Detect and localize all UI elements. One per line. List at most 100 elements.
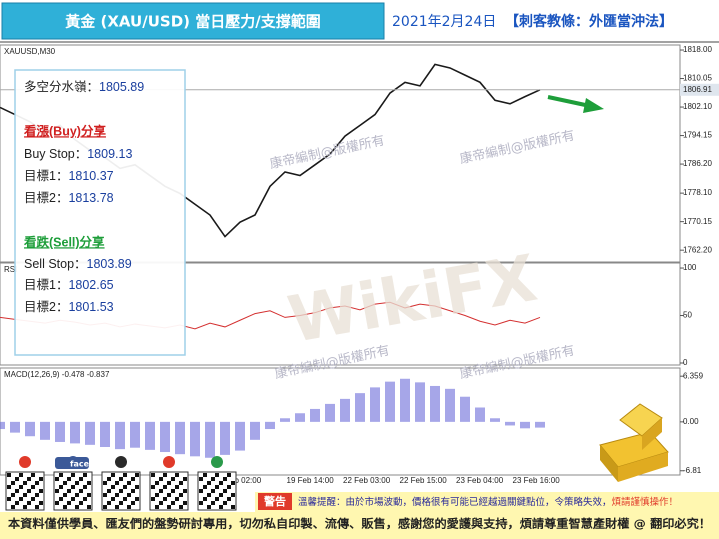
macd-bar: [340, 398, 350, 422]
qr-cell: [75, 505, 79, 509]
qr-cell: [155, 481, 159, 485]
qr-cell: [7, 497, 11, 501]
value: 1805.89: [99, 80, 144, 94]
qr-cell: [211, 489, 215, 493]
macd-bar: [400, 378, 410, 422]
info-panel: [14, 69, 186, 356]
qr-cell: [19, 473, 23, 477]
qr-cell: [119, 489, 123, 493]
label: Buy Stop：: [24, 147, 87, 161]
macd-bar: [190, 421, 200, 457]
qr-cell: [179, 505, 183, 509]
y-tick-label: 1770.15: [683, 217, 712, 226]
macd-bar: [475, 407, 485, 422]
qr-cell: [7, 473, 11, 477]
macd-bar: [385, 381, 395, 422]
macd-bar: [445, 388, 455, 422]
label: 多空分水嶺：: [24, 80, 99, 94]
qr-cell: [67, 477, 71, 481]
qr-cell: [103, 505, 107, 509]
qr-cell: [123, 497, 127, 501]
current-price: 1806.91: [683, 85, 712, 94]
qr-cell: [27, 489, 31, 493]
qr-cell: [175, 473, 179, 477]
qr-cell: [107, 489, 111, 493]
buy-target: 目標2：1813.78: [24, 191, 114, 205]
qr-cell: [183, 477, 187, 481]
qr-cell: [223, 501, 227, 505]
disclaimer: 本資料僅供學員、匯友們的盤勢研討專用，切勿私自印製、流傳、販售，感謝您的愛護與支…: [8, 517, 711, 531]
qr-cell: [131, 477, 135, 481]
macd-bar: [0, 421, 5, 430]
qr-cell: [83, 473, 87, 477]
qr-cell: [63, 481, 67, 485]
qr-cell: [71, 497, 75, 501]
qr-cell: [87, 481, 91, 485]
value: 1802.65: [68, 278, 113, 292]
qr-cell: [175, 497, 179, 501]
qr-cell: [135, 473, 139, 477]
qr-cell: [67, 489, 71, 493]
value: 1810.37: [68, 169, 113, 183]
macd-bar: [505, 421, 515, 426]
value: 1801.53: [68, 300, 113, 314]
qr-cell: [75, 481, 79, 485]
qr-cell: [223, 489, 227, 493]
macd-bar: [490, 418, 500, 422]
social-label: facebook: [70, 460, 112, 469]
qr-cell: [203, 485, 207, 489]
qr-cell: [127, 505, 131, 509]
qr-cell: [63, 505, 67, 509]
y-tick-label: 6.359: [683, 371, 704, 380]
warning-bar: [255, 492, 719, 512]
y-tick-label: 1810.05: [683, 74, 712, 83]
macd-bar: [115, 421, 125, 450]
y-tick-label: -6.81: [683, 466, 702, 475]
qr-cell: [159, 477, 163, 481]
qr-cell: [55, 477, 59, 481]
brand-watermark: WikiFX: [283, 242, 542, 358]
qr-cell: [23, 481, 27, 485]
qr-cell: [135, 497, 139, 501]
qr-cell: [163, 497, 167, 501]
qr-cell: [231, 481, 235, 485]
qr-cell: [219, 493, 223, 497]
qr-code: [149, 471, 189, 511]
sell-heading: 看跌(Sell)分享: [24, 234, 105, 249]
gold-bars: [599, 403, 669, 482]
rsi-frame: [0, 262, 681, 366]
qr-cell: [39, 501, 43, 505]
qr-cell: [131, 489, 135, 493]
qr-cell: [231, 493, 235, 497]
qr-cell: [219, 505, 223, 509]
header-date: 2021年2月24日: [392, 14, 496, 30]
qr-cell: [79, 477, 83, 481]
macd-bar: [205, 421, 215, 458]
qr-cell: [83, 485, 87, 489]
social-icon: [211, 456, 223, 468]
header-title: 黃金 (XAU/USD) 當日壓力/支撐範圍: [65, 13, 320, 31]
label: 目標2：: [24, 191, 68, 205]
macd-bar: [415, 382, 425, 422]
qr-cell: [171, 477, 175, 481]
header-series: 【刺客教條：外匯當沖法】: [505, 13, 673, 30]
y-tick-label: 1778.10: [683, 188, 712, 197]
qr-cell: [183, 501, 187, 505]
trend-arrow-head: [583, 98, 604, 113]
qr-cell: [183, 489, 187, 493]
qr-cell: [163, 473, 167, 477]
qr-cell: [215, 485, 219, 489]
qr-cell: [171, 489, 175, 493]
qr-cell: [215, 473, 219, 477]
qr-cell: [79, 489, 83, 493]
qr-cell: [131, 501, 135, 505]
fb-badge: [55, 457, 89, 469]
qr-cell: [207, 493, 211, 497]
panel-title: XAUUSD,M30: [4, 47, 56, 56]
qr-cell: [31, 473, 35, 477]
macd-bar: [520, 421, 530, 429]
warning-emphasis: 煩請謹慎操作！: [612, 496, 679, 508]
y-tick-label: 50: [683, 311, 692, 320]
buy-heading: 看漲(Buy)分享: [24, 123, 106, 138]
qr-cell: [227, 497, 231, 501]
